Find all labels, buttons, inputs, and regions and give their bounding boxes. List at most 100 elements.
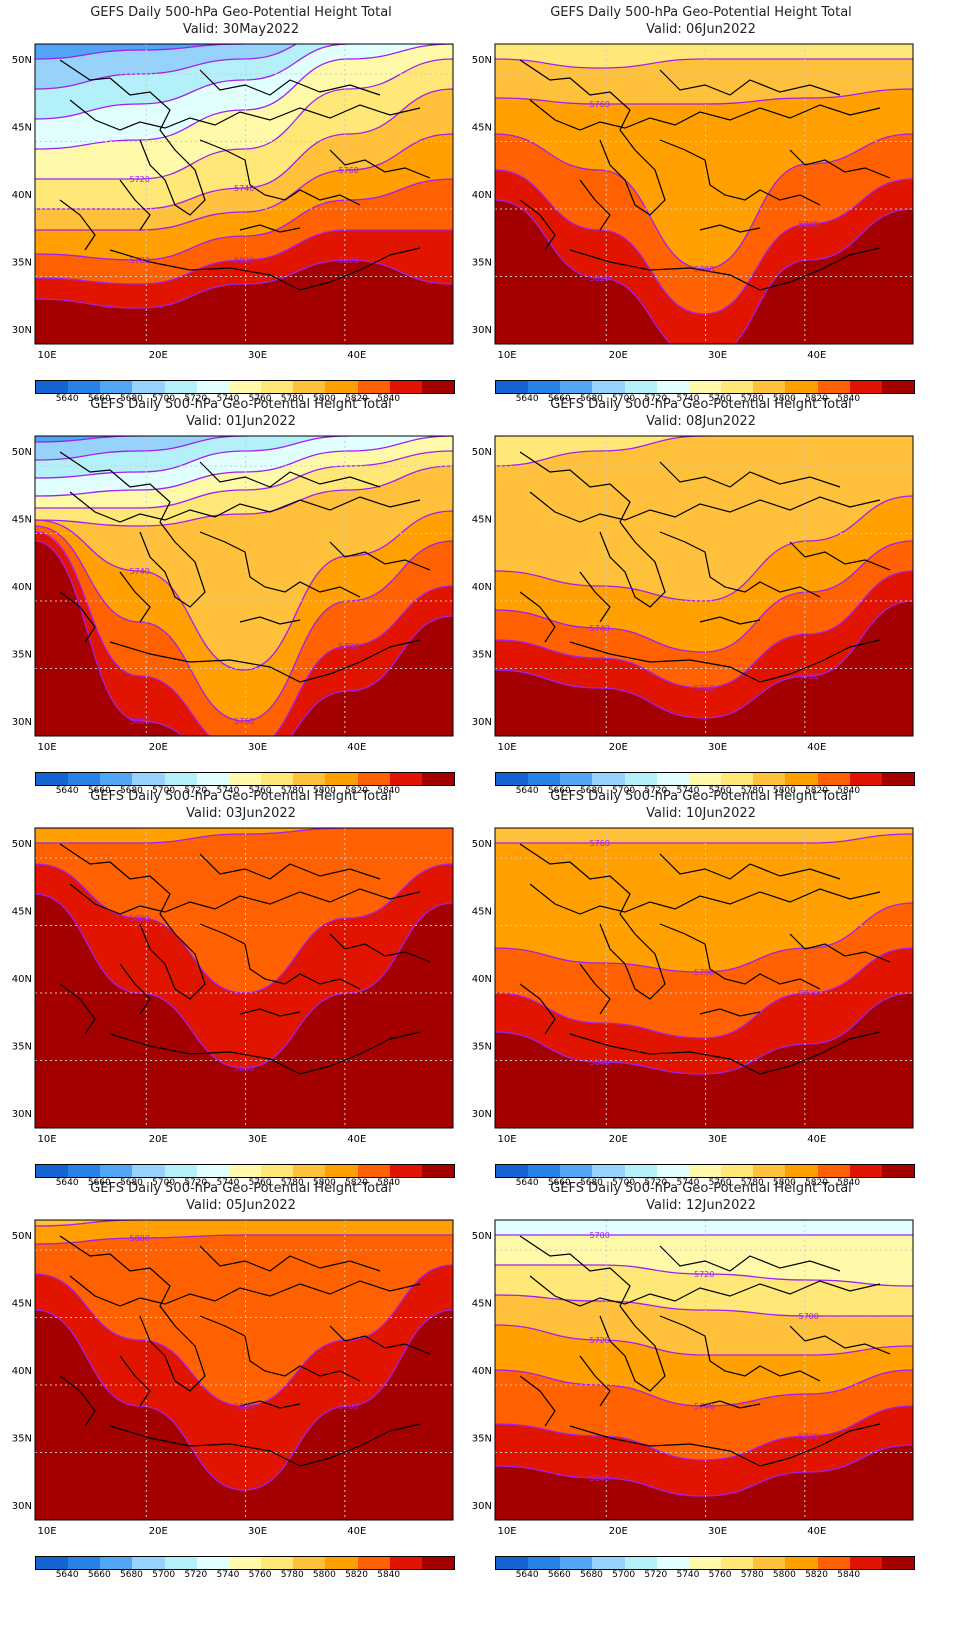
lon-tick-label: 20E bbox=[609, 350, 628, 361]
colorbar-label: 5720 bbox=[184, 394, 208, 404]
coastline bbox=[569, 247, 881, 291]
colorbar-label: 5640 bbox=[515, 394, 539, 404]
colorbar-label: 5760 bbox=[248, 394, 272, 404]
contour-line bbox=[35, 44, 298, 90]
colorbar-label: 5840 bbox=[377, 394, 401, 404]
colorbar-swatch bbox=[261, 1165, 294, 1177]
panel-valid-date: Valid: 10Jun2022 bbox=[646, 806, 756, 821]
colorbar-swatch bbox=[656, 1165, 689, 1177]
colorbar-swatch bbox=[325, 381, 358, 393]
colorbar-swatch bbox=[325, 773, 358, 785]
lon-tick-label: 10E bbox=[497, 742, 516, 753]
lat-tick-label: 45N bbox=[472, 515, 492, 526]
colorbar-swatch bbox=[389, 773, 422, 785]
colorbar-swatch bbox=[228, 1165, 262, 1177]
colorbar-swatch bbox=[68, 1557, 101, 1569]
coastline bbox=[59, 451, 206, 608]
coastline bbox=[199, 1245, 381, 1272]
colorbar-label: 5680 bbox=[120, 394, 143, 404]
contour-line bbox=[495, 902, 913, 973]
colorbar-swatch bbox=[496, 773, 529, 785]
contour-label: 5720 bbox=[130, 175, 150, 184]
colorbar bbox=[35, 380, 455, 394]
panel-valid-date: Valid: 01Jun2022 bbox=[186, 414, 296, 429]
contour-line bbox=[495, 570, 913, 689]
contour-line bbox=[35, 450, 453, 509]
colorbar-label: 5660 bbox=[87, 1178, 111, 1188]
colorbar-label: 5740 bbox=[676, 1178, 700, 1188]
colorbar-label: 5840 bbox=[837, 394, 861, 404]
contour-label: 5700 bbox=[799, 1312, 819, 1321]
colorbar-swatch bbox=[228, 773, 262, 785]
coastline bbox=[519, 451, 666, 608]
coastline bbox=[519, 1235, 666, 1392]
lon-tick-label: 30E bbox=[248, 1134, 267, 1145]
panel-title: GEFS Daily 500-hPa Geo-Potential Height … bbox=[90, 397, 392, 412]
coastline bbox=[199, 1315, 361, 1382]
panel-title: GEFS Daily 500-hPa Geo-Potential Height … bbox=[90, 789, 392, 804]
height-band bbox=[35, 1310, 453, 1520]
coastline bbox=[329, 541, 431, 571]
colorbar-swatch bbox=[528, 381, 561, 393]
colorbar-label: 5720 bbox=[644, 1570, 668, 1580]
coastline bbox=[239, 616, 301, 625]
colorbar-label: 5820 bbox=[345, 786, 368, 796]
contour-line bbox=[495, 199, 913, 344]
lon-tick-label: 10E bbox=[37, 350, 56, 361]
coastline bbox=[119, 963, 151, 1015]
lon-tick-label: 10E bbox=[497, 1134, 516, 1145]
colorbar-label: 5760 bbox=[708, 394, 732, 404]
contour-line bbox=[35, 58, 453, 180]
colorbar-swatch bbox=[817, 1557, 850, 1569]
coastline bbox=[239, 1008, 301, 1017]
colorbar-label: 5660 bbox=[87, 394, 111, 404]
colorbar-label: 5700 bbox=[152, 786, 176, 796]
colorbar-swatch bbox=[164, 773, 197, 785]
colorbar-label: 5680 bbox=[580, 1178, 603, 1188]
contour-line bbox=[35, 465, 453, 527]
coastline bbox=[569, 1031, 881, 1075]
colorbar-label: 5760 bbox=[708, 1178, 732, 1188]
contour-line bbox=[35, 44, 453, 150]
coastline bbox=[199, 69, 381, 96]
contour-line bbox=[495, 58, 913, 69]
lon-tick-label: 10E bbox=[37, 1134, 56, 1145]
lon-tick-label: 40E bbox=[347, 1134, 366, 1145]
panel-valid-date: Valid: 06Jun2022 bbox=[646, 22, 756, 37]
colorbar-swatch bbox=[36, 773, 69, 785]
colorbar-swatch bbox=[528, 1557, 561, 1569]
colorbar-label: 5780 bbox=[740, 1570, 764, 1580]
colorbar-swatch bbox=[100, 1165, 133, 1177]
colorbar-swatch bbox=[849, 1557, 882, 1569]
colorbar-label: 5700 bbox=[612, 1570, 636, 1580]
colorbar-label: 5800 bbox=[772, 394, 796, 404]
height-band bbox=[495, 601, 913, 736]
contour-line bbox=[35, 540, 453, 736]
height-band bbox=[495, 993, 913, 1128]
contour-line bbox=[35, 436, 453, 497]
height-map: 5800 5820 5780 50N 45N 40N 35N 30N 10E 20E 30E 40E bbox=[12, 1219, 454, 1537]
coastline bbox=[659, 853, 841, 880]
colorbar-swatch bbox=[624, 773, 657, 785]
lat-tick-label: 30N bbox=[472, 717, 492, 728]
contour-line bbox=[35, 133, 453, 231]
colorbar-swatch bbox=[560, 1557, 593, 1569]
coastline bbox=[109, 247, 421, 291]
colorbar-label: 5640 bbox=[515, 786, 539, 796]
colorbar-swatch bbox=[785, 773, 818, 785]
contour-label: 5760 bbox=[590, 100, 610, 109]
coastline bbox=[329, 149, 431, 179]
colorbar-label: 5780 bbox=[740, 394, 764, 404]
map-panel: GEFS Daily 500-hPa Geo-Potential Height … bbox=[0, 392, 482, 802]
contour-label: 5740 bbox=[234, 184, 254, 193]
contour-line bbox=[495, 169, 913, 315]
panel-title: GEFS Daily 500-hPa Geo-Potential Height … bbox=[550, 789, 852, 804]
colorbar-label: 5840 bbox=[837, 1178, 861, 1188]
colorbar-label: 5800 bbox=[772, 1178, 796, 1188]
colorbar-swatch bbox=[656, 1557, 689, 1569]
colorbar-swatch bbox=[357, 1557, 390, 1569]
lat-tick-label: 30N bbox=[12, 1109, 32, 1120]
colorbar-label: 5740 bbox=[216, 1570, 240, 1580]
coastline bbox=[789, 933, 891, 963]
lat-tick-label: 40N bbox=[472, 582, 492, 593]
